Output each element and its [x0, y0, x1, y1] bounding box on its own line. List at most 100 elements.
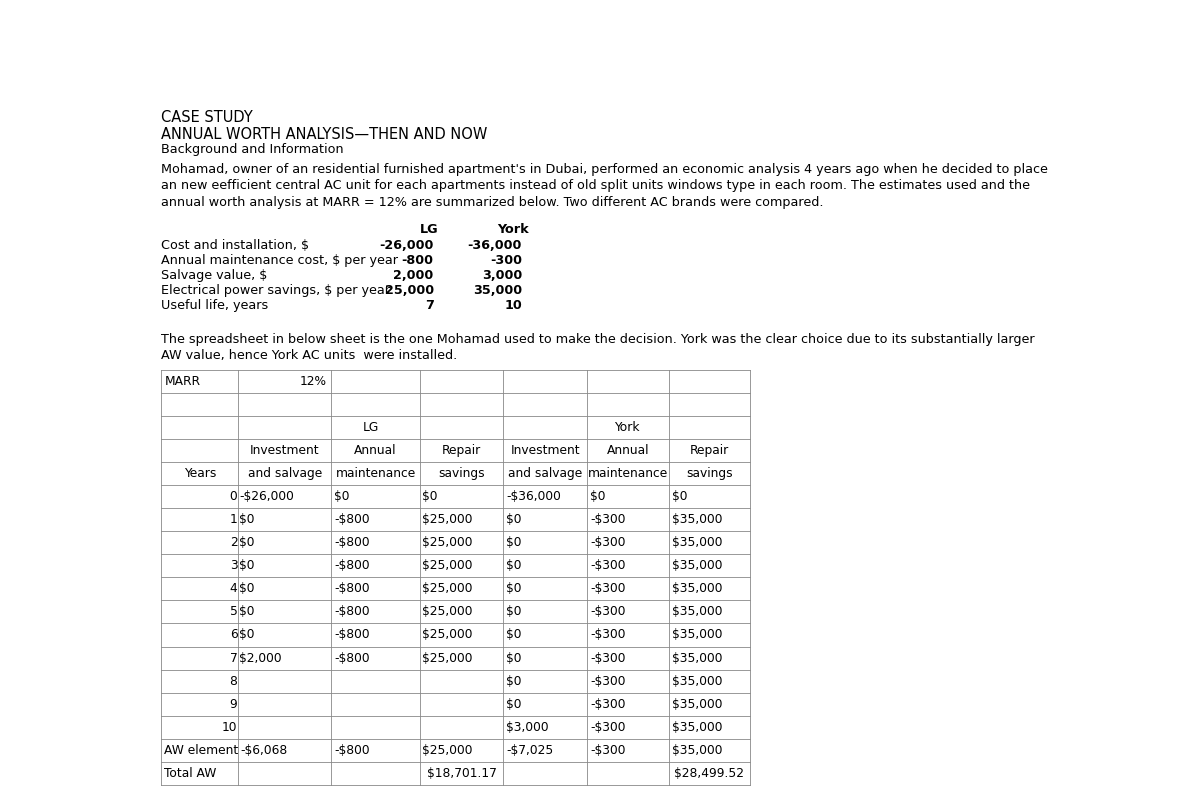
Text: $3,000: $3,000	[506, 721, 548, 734]
Text: $0: $0	[239, 582, 254, 595]
Text: Cost and installation, $: Cost and installation, $	[161, 239, 310, 252]
Text: Investment: Investment	[250, 444, 319, 457]
Text: $25,000: $25,000	[422, 743, 473, 756]
Text: 25,000: 25,000	[384, 284, 433, 297]
Text: -26,000: -26,000	[379, 239, 433, 252]
Text: an new eefficient central AC unit for each apartments instead of old split units: an new eefficient central AC unit for ea…	[161, 180, 1030, 193]
Text: $0: $0	[239, 629, 254, 642]
Text: $35,000: $35,000	[672, 721, 722, 734]
Text: $25,000: $25,000	[422, 513, 473, 526]
Text: Years: Years	[184, 467, 216, 480]
Text: -$800: -$800	[334, 629, 370, 642]
Text: $0: $0	[506, 559, 522, 572]
Text: Annual: Annual	[354, 444, 397, 457]
Text: 4: 4	[229, 582, 238, 595]
Text: -36,000: -36,000	[468, 239, 522, 252]
Text: $35,000: $35,000	[672, 559, 722, 572]
Text: -$300: -$300	[590, 651, 625, 664]
Text: -$36,000: -$36,000	[506, 490, 562, 503]
Text: $25,000: $25,000	[422, 582, 473, 595]
Text: $0: $0	[239, 536, 254, 549]
Text: $25,000: $25,000	[422, 629, 473, 642]
Text: -$800: -$800	[334, 605, 370, 618]
Text: $0: $0	[506, 513, 522, 526]
Text: $0: $0	[506, 629, 522, 642]
Text: Annual maintenance cost, $ per year: Annual maintenance cost, $ per year	[161, 254, 398, 267]
Text: $0: $0	[239, 513, 254, 526]
Text: AW value, hence York AC units  were installed.: AW value, hence York AC units were insta…	[161, 349, 457, 362]
Text: Mohamad, owner of an residential furnished apartment's in Dubai, performed an ec: Mohamad, owner of an residential furnish…	[161, 163, 1048, 176]
Text: $35,000: $35,000	[672, 651, 722, 664]
Text: $25,000: $25,000	[422, 536, 473, 549]
Text: $35,000: $35,000	[672, 629, 722, 642]
Text: Electrical power savings, $ per year: Electrical power savings, $ per year	[161, 284, 390, 297]
Text: Investment: Investment	[510, 444, 580, 457]
Text: -$26,000: -$26,000	[239, 490, 294, 503]
Text: 3,000: 3,000	[481, 269, 522, 282]
Text: 2,000: 2,000	[394, 269, 433, 282]
Text: $35,000: $35,000	[672, 536, 722, 549]
Text: -$300: -$300	[590, 721, 625, 734]
Text: 0: 0	[229, 490, 238, 503]
Text: York: York	[497, 223, 528, 236]
Text: $25,000: $25,000	[422, 651, 473, 664]
Text: maintenance: maintenance	[588, 467, 668, 480]
Text: CASE STUDY: CASE STUDY	[161, 109, 253, 125]
Text: LG: LG	[362, 421, 379, 434]
Text: LG: LG	[420, 223, 438, 236]
Text: -$300: -$300	[590, 559, 625, 572]
Text: $0: $0	[334, 490, 349, 503]
Text: $0: $0	[506, 582, 522, 595]
Text: Salvage value, $: Salvage value, $	[161, 269, 268, 282]
Text: $25,000: $25,000	[422, 605, 473, 618]
Text: -$300: -$300	[590, 675, 625, 688]
Text: $35,000: $35,000	[672, 582, 722, 595]
Text: savings: savings	[438, 467, 485, 480]
Text: 6: 6	[229, 629, 238, 642]
Text: Total AW: Total AW	[164, 767, 216, 780]
Text: -$300: -$300	[590, 629, 625, 642]
Text: MARR: MARR	[164, 375, 200, 388]
Text: $0: $0	[590, 490, 605, 503]
Text: $35,000: $35,000	[672, 743, 722, 756]
Text: -$300: -$300	[590, 743, 625, 756]
Text: AW element: AW element	[164, 743, 238, 756]
Text: $0: $0	[506, 651, 522, 664]
Text: $0: $0	[422, 490, 438, 503]
Text: -$800: -$800	[334, 536, 370, 549]
Text: $0: $0	[239, 559, 254, 572]
Text: $35,000: $35,000	[672, 605, 722, 618]
Text: $35,000: $35,000	[672, 675, 722, 688]
Text: $35,000: $35,000	[672, 697, 722, 710]
Text: $0: $0	[239, 605, 254, 618]
Text: -$800: -$800	[334, 651, 370, 664]
Text: -$6,068: -$6,068	[240, 743, 288, 756]
Text: 1: 1	[229, 513, 238, 526]
Text: 3: 3	[229, 559, 238, 572]
Text: -$800: -$800	[334, 743, 370, 756]
Text: annual worth analysis at MARR = 12% are summarized below. Two different AC brand: annual worth analysis at MARR = 12% are …	[161, 196, 823, 209]
Text: -$7,025: -$7,025	[506, 743, 553, 756]
Text: $28,499.52: $28,499.52	[674, 767, 744, 780]
Text: $0: $0	[506, 697, 522, 710]
Text: -800: -800	[402, 254, 433, 267]
Text: 35,000: 35,000	[473, 284, 522, 297]
Text: 8: 8	[229, 675, 238, 688]
Text: ANNUAL WORTH ANALYSIS—THEN AND NOW: ANNUAL WORTH ANALYSIS—THEN AND NOW	[161, 127, 487, 142]
Text: -300: -300	[490, 254, 522, 267]
Text: -$800: -$800	[334, 559, 370, 572]
Text: $0: $0	[506, 675, 522, 688]
Text: 10: 10	[504, 299, 522, 312]
Text: -$300: -$300	[590, 513, 625, 526]
Text: -$300: -$300	[590, 605, 625, 618]
Text: -$800: -$800	[334, 513, 370, 526]
Text: 2: 2	[229, 536, 238, 549]
Text: $35,000: $35,000	[672, 513, 722, 526]
Text: The spreadsheet in below sheet is the one Mohamad used to make the decision. Yor: The spreadsheet in below sheet is the on…	[161, 332, 1034, 345]
Text: 9: 9	[229, 697, 238, 710]
Text: $0: $0	[672, 490, 688, 503]
Text: $25,000: $25,000	[422, 559, 473, 572]
Text: and salvage: and salvage	[247, 467, 322, 480]
Text: -$300: -$300	[590, 582, 625, 595]
Text: Annual: Annual	[607, 444, 649, 457]
